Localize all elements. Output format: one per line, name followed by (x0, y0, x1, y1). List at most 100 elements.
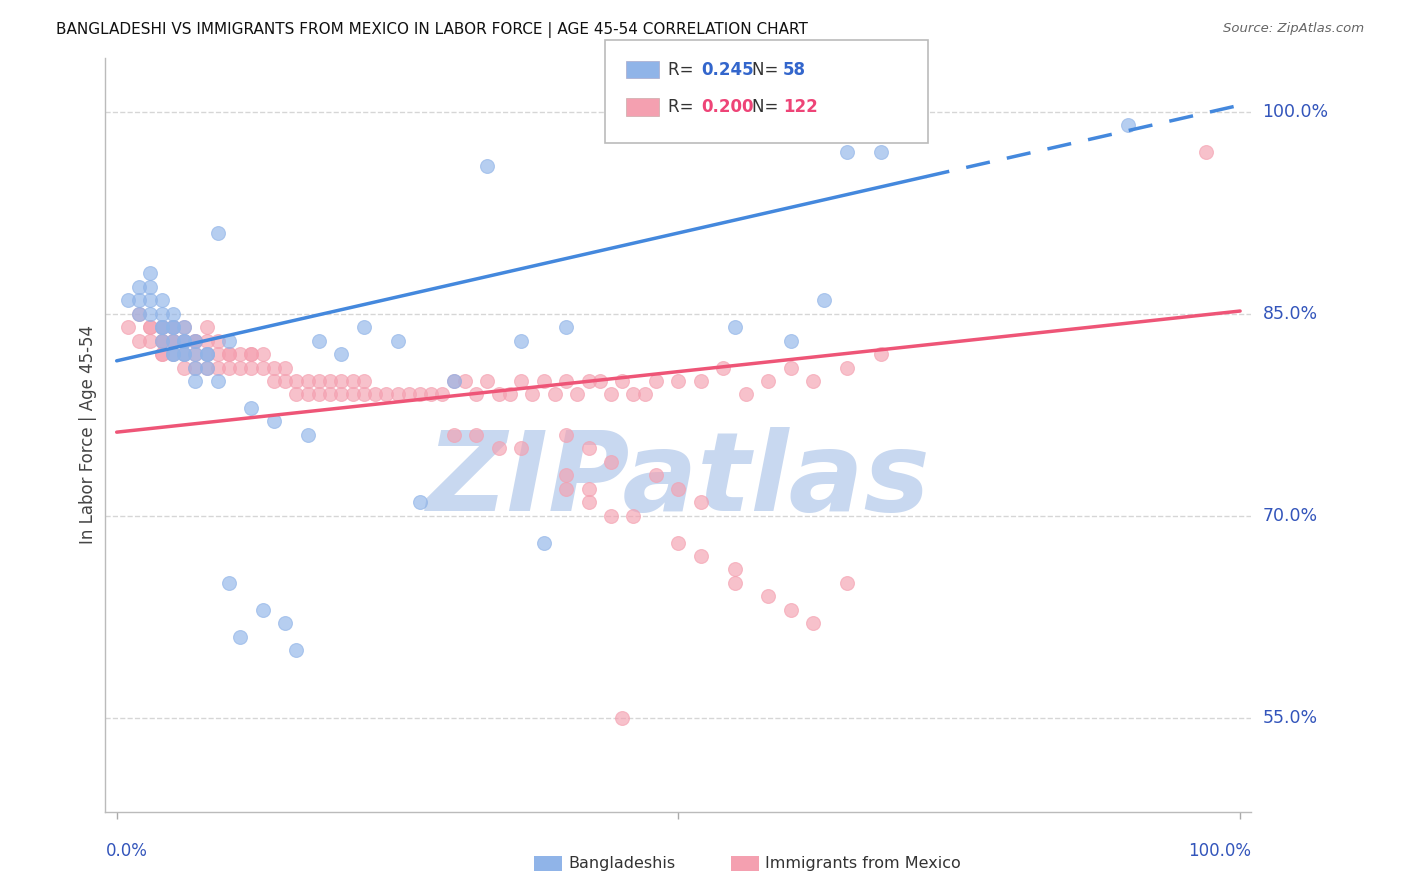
Point (297, 374, 319, 388)
Point (533, 374, 555, 388)
Point (195, 347, 218, 361)
Point (218, 334, 240, 348)
Text: 0.200: 0.200 (702, 98, 754, 116)
Point (319, 374, 342, 388)
Point (612, 374, 634, 388)
Point (240, 347, 263, 361)
Point (723, 562, 745, 576)
Point (734, 387, 756, 401)
Text: N=: N= (752, 61, 783, 78)
Point (645, 374, 668, 388)
Point (240, 347, 263, 361)
Point (342, 374, 364, 388)
Point (409, 495, 432, 509)
Point (330, 374, 353, 388)
Point (375, 387, 398, 401)
Point (139, 307, 162, 321)
Point (173, 320, 195, 334)
Point (162, 334, 184, 348)
Point (207, 347, 229, 361)
Point (218, 360, 240, 375)
Point (184, 334, 207, 348)
Point (488, 442, 510, 456)
Text: Bangladeshis: Bangladeshis (568, 856, 675, 871)
Point (184, 347, 207, 361)
Point (173, 347, 195, 361)
Point (555, 320, 578, 334)
Point (150, 320, 173, 334)
Point (835, 145, 858, 160)
Point (173, 334, 195, 348)
Point (454, 374, 477, 388)
Point (499, 387, 522, 401)
Point (150, 334, 173, 348)
Point (184, 360, 207, 375)
Text: 55.0%: 55.0% (1263, 708, 1317, 726)
Point (150, 320, 173, 334)
Point (813, 293, 835, 308)
Point (184, 374, 207, 388)
Point (297, 428, 319, 442)
Point (128, 293, 150, 308)
Point (555, 374, 578, 388)
Point (285, 387, 308, 401)
Point (150, 334, 173, 348)
Point (173, 347, 195, 361)
Point (711, 360, 734, 375)
Point (285, 643, 308, 657)
Text: N=: N= (752, 98, 783, 116)
Point (162, 334, 184, 348)
Point (432, 387, 454, 401)
Text: 0.245: 0.245 (702, 61, 754, 78)
Text: Immigrants from Mexico: Immigrants from Mexico (765, 856, 960, 871)
Point (139, 320, 162, 334)
Text: 85.0%: 85.0% (1263, 305, 1317, 323)
Point (779, 334, 801, 348)
Point (689, 374, 711, 388)
Point (229, 630, 252, 644)
Point (139, 334, 162, 348)
Point (128, 307, 150, 321)
Point (128, 334, 150, 348)
Point (263, 374, 285, 388)
Point (252, 603, 274, 617)
Point (555, 468, 578, 483)
Point (869, 347, 891, 361)
Point (666, 374, 689, 388)
Point (465, 428, 488, 442)
Point (162, 307, 184, 321)
Point (578, 482, 600, 496)
Point (689, 549, 711, 563)
Point (308, 334, 330, 348)
Point (184, 334, 207, 348)
Point (274, 360, 297, 375)
Point (353, 320, 375, 334)
Point (387, 387, 409, 401)
Point (117, 293, 139, 308)
Point (801, 616, 824, 631)
Point (128, 280, 150, 294)
Point (195, 347, 218, 361)
Point (477, 159, 499, 173)
Point (756, 374, 779, 388)
Point (150, 320, 173, 334)
Point (723, 575, 745, 590)
Point (600, 455, 623, 469)
Point (409, 387, 432, 401)
Point (162, 320, 184, 334)
Point (319, 387, 342, 401)
Point (387, 334, 409, 348)
Point (578, 495, 600, 509)
Point (240, 360, 263, 375)
Point (578, 374, 600, 388)
Point (869, 145, 891, 160)
Point (240, 401, 263, 415)
Point (666, 535, 689, 549)
Point (533, 535, 555, 549)
Point (229, 360, 252, 375)
Point (162, 347, 184, 361)
Text: Source: ZipAtlas.com: Source: ZipAtlas.com (1223, 22, 1364, 36)
Point (488, 387, 510, 401)
Point (252, 347, 274, 361)
Point (342, 387, 364, 401)
